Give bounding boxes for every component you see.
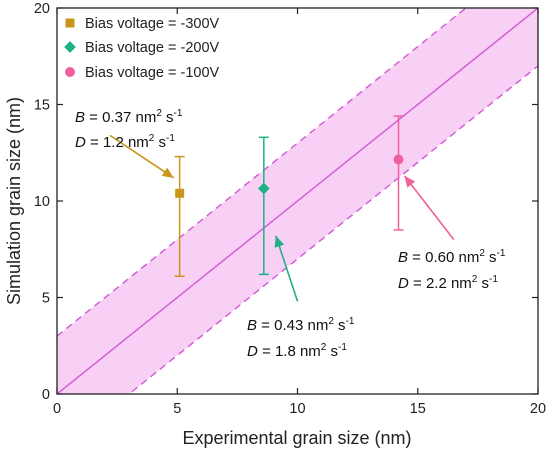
legend-label-100v: Bias voltage = -100V [85,65,220,81]
legend-marker-square [65,18,75,28]
annotation-300v-d: D = 1.2 nm2 s-1 [75,133,175,151]
y-tick-label: 0 [42,387,50,403]
annotation-200v-d: D = 1.8 nm2 s-1 [247,342,347,360]
annotation-300v: B = 0.37 nm2 s-1 D = 1.2 nm2 s-1 [75,108,183,151]
annotation-arrow-head [404,175,416,188]
annotation-arrow-shaft [275,235,299,302]
annotation-arrow-head [161,167,174,178]
x-tick-label: 20 [530,401,546,417]
data-point [257,182,270,195]
data-markers [174,115,404,278]
legend-marker-diamond [64,41,76,53]
annotation-200v-b: B = 0.43 nm2 s-1 [247,316,355,334]
annotation-100v-b: B = 0.60 nm2 s-1 [398,248,506,266]
legend: Bias voltage = -300V Bias voltage = -200… [64,16,220,81]
y-tick-label: 20 [34,1,50,17]
series-2 [393,115,404,231]
identity-line [57,8,538,394]
y-tick-label: 10 [34,194,50,210]
x-tick-label: 10 [289,401,305,417]
band-lower-edge [127,65,538,394]
x-axis-title: Experimental grain size (nm) [182,428,411,448]
annotation-arrows [109,134,455,302]
x-tick-label: 5 [173,401,181,417]
annotation-arrow-head [274,235,285,248]
x-tick-label: 0 [53,401,61,417]
legend-label-300v: Bias voltage = -300V [85,16,220,32]
annotation-100v: B = 0.60 nm2 s-1 D = 2.2 nm2 s-1 [398,248,506,292]
data-point [175,188,185,198]
series-0 [174,155,185,278]
annotation-100v-d: D = 2.2 nm2 s-1 [398,274,498,292]
series-1 [257,136,270,276]
y-tick-label: 5 [42,291,50,307]
annotation-200v: B = 0.43 nm2 s-1 D = 1.8 nm2 s-1 [247,316,355,360]
annotation-arrow-shaft [403,175,455,241]
y-tick-label: 15 [34,98,50,114]
annotation-300v-b: B = 0.37 nm2 s-1 [75,108,183,126]
legend-label-200v: Bias voltage = -200V [85,40,220,56]
annotation-arrow-shaft [109,134,175,179]
y-axis-title: Simulation grain size (nm) [4,97,24,305]
data-point [393,154,404,165]
x-tick-label: 15 [410,401,426,417]
axis-ticks: 0 5 10 15 20 0 5 10 15 20 [34,1,546,417]
band-upper-edge [57,8,468,337]
band-layer [57,8,538,394]
legend-marker-circle [65,67,75,77]
